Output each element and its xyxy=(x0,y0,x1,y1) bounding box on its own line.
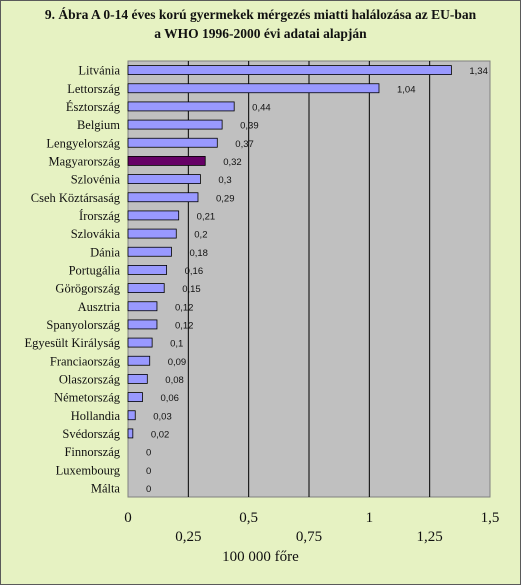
category-label: Írország xyxy=(79,209,121,223)
category-label: Dánia xyxy=(90,245,120,259)
value-label: 0,39 xyxy=(240,121,259,132)
x-tick-label: 1 xyxy=(366,510,374,526)
x-tick-label: 0,75 xyxy=(296,529,322,545)
value-label: 0,12 xyxy=(175,320,194,331)
bar xyxy=(127,137,218,148)
category-label: Ausztria xyxy=(78,300,121,314)
bar xyxy=(127,265,168,275)
value-label: 0,21 xyxy=(197,211,216,222)
bar xyxy=(127,301,158,312)
category-label: Finnország xyxy=(64,445,120,459)
value-label: 0,37 xyxy=(235,139,254,150)
bar xyxy=(127,210,180,221)
category-label: Magyarország xyxy=(49,154,121,168)
value-label: 1,04 xyxy=(397,84,416,95)
bar xyxy=(127,246,172,257)
category-label: Lettország xyxy=(67,82,121,96)
category-label: Németország xyxy=(54,391,121,405)
bar xyxy=(127,355,151,366)
x-tick-label: 0,25 xyxy=(175,529,201,545)
category-label: Szlovénia xyxy=(71,173,121,187)
bar-highlight xyxy=(127,156,206,166)
bar xyxy=(127,374,148,384)
x-tick-label: 1,5 xyxy=(481,510,500,526)
value-label: 0,18 xyxy=(189,248,208,259)
value-label: 0,3 xyxy=(218,175,231,186)
bar xyxy=(127,337,153,348)
category-label: Portugália xyxy=(69,263,121,277)
bar xyxy=(127,319,158,330)
bar xyxy=(127,174,201,184)
x-tick-label: 1,25 xyxy=(417,529,443,545)
value-label: 0,09 xyxy=(168,357,187,368)
x-tick-label: 0,5 xyxy=(239,510,258,526)
value-label: 0,44 xyxy=(252,102,270,113)
bar xyxy=(127,119,223,130)
value-label: 0,06 xyxy=(160,393,179,404)
category-label: Lengyelország xyxy=(46,136,120,150)
bar xyxy=(127,428,134,439)
bar xyxy=(127,101,235,112)
category-label: Belgium xyxy=(77,118,120,132)
value-label: 0,1 xyxy=(170,339,183,350)
value-label: 0,15 xyxy=(182,284,201,295)
value-label: 0 xyxy=(146,484,151,495)
category-label: Szlovákia xyxy=(71,227,121,241)
bar xyxy=(127,65,452,75)
value-label: 0,2 xyxy=(194,230,207,241)
category-label: Málta xyxy=(91,481,121,495)
value-label: 0,12 xyxy=(175,302,194,313)
chart-title-line-1: 9. Ábra A 0-14 éves korú gyermekek mérge… xyxy=(44,7,477,22)
value-label: 0,16 xyxy=(185,266,204,277)
value-label: 0,08 xyxy=(165,375,184,386)
x-axis-label: 100 000 főre xyxy=(222,549,299,565)
value-label: 0 xyxy=(146,466,151,477)
value-label: 0,03 xyxy=(153,411,172,422)
bar xyxy=(127,83,380,94)
category-label: Egyesült Királyság xyxy=(25,336,121,350)
category-label: Görögország xyxy=(55,282,120,296)
category-label: Hollandia xyxy=(71,409,121,423)
category-label: Litvánia xyxy=(78,64,120,78)
value-label: 0,29 xyxy=(216,193,235,204)
chart-title: 9. Ábra A 0-14 éves korú gyermekek mérge… xyxy=(1,5,520,43)
value-label: 0 xyxy=(146,448,151,459)
value-label: 0,32 xyxy=(223,157,242,168)
chart-title-line-2: a WHO 1996-2000 évi adatai alapján xyxy=(154,26,367,41)
bar xyxy=(127,283,165,293)
category-label: Cseh Köztársaság xyxy=(31,191,121,205)
category-label: Luxembourg xyxy=(56,463,121,477)
category-label: Észtország xyxy=(66,100,121,114)
value-label: 1,34 xyxy=(469,66,488,77)
x-tick-label: 0 xyxy=(124,510,132,526)
category-label: Spanyolország xyxy=(46,318,120,332)
bar xyxy=(127,228,177,239)
category-label: Franciaország xyxy=(50,354,121,368)
value-label: 0,02 xyxy=(151,429,170,440)
bar xyxy=(127,192,199,203)
bar xyxy=(127,392,143,402)
bar xyxy=(127,410,136,421)
category-label: Olaszország xyxy=(59,372,121,386)
category-label: Svédország xyxy=(62,427,120,441)
